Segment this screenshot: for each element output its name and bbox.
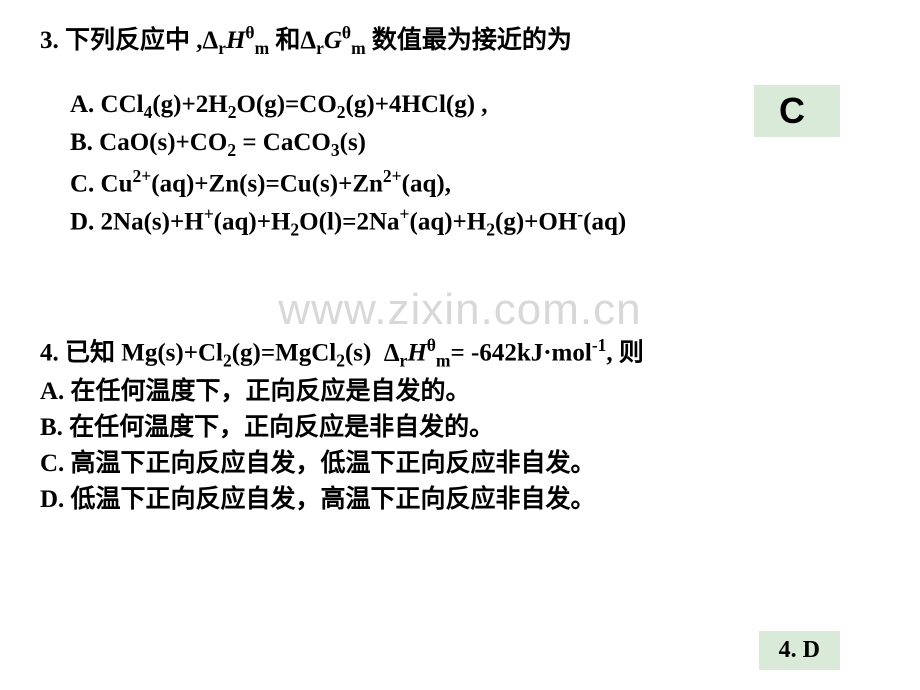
question-4-header: 4. 已知 Mg(s)+Cl2(g)=MgCl2(s) ΔrHθm= -642k… xyxy=(40,333,880,374)
q4-option-a: A. 在任何温度下，正向反应是自发的。 xyxy=(40,374,880,410)
answer-c-box: C xyxy=(754,85,840,137)
question-4-block: 4. 已知 Mg(s)+Cl2(g)=MgCl2(s) ΔrHθm= -642k… xyxy=(40,333,880,519)
slide-content: 3. 下列反应中 ,ΔrHθm 和ΔrGθm 数值最为接近的为 A. CCl4(… xyxy=(0,0,920,539)
q3-option-c: C. Cu2+(aq)+Zn(s)=Cu(s)+Zn2+(aq), xyxy=(70,164,880,203)
q4-option-b: B. 在任何温度下，正向反应是非自发的。 xyxy=(40,410,880,446)
question-3-header: 3. 下列反应中 ,ΔrHθm 和ΔrGθm 数值最为接近的为 xyxy=(40,20,880,59)
q4-option-c: C. 高温下正向反应自发，低温下正向反应非自发。 xyxy=(40,446,880,482)
q3-option-d: D. 2Na(s)+H+(aq)+H2O(l)=2Na+(aq)+H2(g)+O… xyxy=(70,202,880,243)
q4-option-d: D. 低温下正向反应自发，高温下正向反应非自发。 xyxy=(40,482,880,518)
answer-4d-box: 4. D xyxy=(759,631,840,670)
